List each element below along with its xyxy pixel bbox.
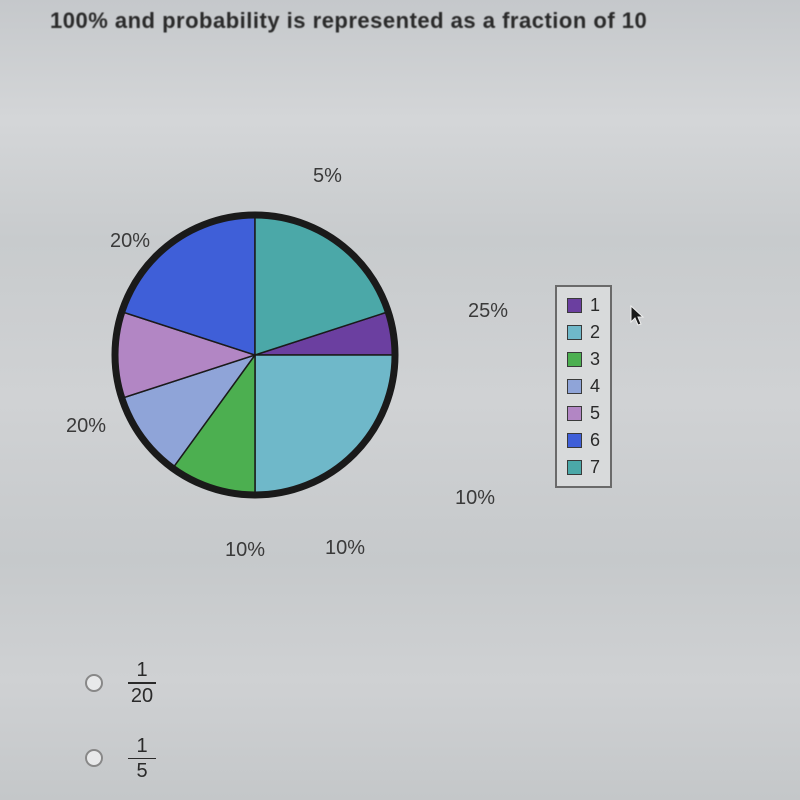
legend-label-1: 1: [590, 295, 600, 316]
fraction-numerator-1: 1: [136, 660, 147, 680]
legend-swatch-7: [567, 460, 582, 475]
legend-swatch-6: [567, 433, 582, 448]
fraction-2: 15: [128, 736, 156, 782]
slice-label-1: 5%: [313, 165, 342, 188]
legend-label-3: 3: [590, 349, 600, 370]
legend-label-7: 7: [590, 457, 600, 478]
fraction-bar-2: [128, 758, 156, 760]
chart-area: 5% 25% 10% 10% 10% 20% 20%: [50, 125, 530, 605]
answer-option-1[interactable]: 120: [85, 660, 156, 706]
legend-item-2: 2: [567, 322, 600, 343]
slice-label-7: 20%: [110, 230, 150, 253]
fraction-bar-1: [128, 682, 156, 684]
legend-item-3: 3: [567, 349, 600, 370]
legend-label-5: 5: [590, 403, 600, 424]
legend-swatch-1: [567, 298, 582, 313]
slice-label-5: 10%: [225, 539, 265, 562]
radio-1[interactable]: [85, 674, 103, 692]
slice-label-2: 25%: [468, 300, 508, 323]
legend-item-7: 7: [567, 457, 600, 478]
legend-swatch-2: [567, 325, 582, 340]
answer-options: 12015: [85, 660, 156, 781]
legend-swatch-3: [567, 352, 582, 367]
fraction-denominator-2: 5: [136, 761, 147, 781]
legend: 1 2 3 4 5 6 7: [555, 285, 612, 488]
slice-label-6: 20%: [66, 415, 106, 438]
slice-label-3: 10%: [455, 487, 495, 510]
fraction-denominator-1: 20: [131, 686, 153, 706]
radio-2[interactable]: [85, 749, 103, 767]
legend-swatch-5: [567, 406, 582, 421]
slice-label-4: 10%: [325, 537, 365, 560]
legend-item-1: 1: [567, 295, 600, 316]
legend-swatch-4: [567, 379, 582, 394]
cursor-icon: [629, 305, 645, 327]
legend-label-6: 6: [590, 430, 600, 451]
legend-item-6: 6: [567, 430, 600, 451]
legend-label-4: 4: [590, 376, 600, 397]
answer-option-2[interactable]: 15: [85, 736, 156, 782]
legend-item-4: 4: [567, 376, 600, 397]
fraction-numerator-2: 1: [136, 736, 147, 756]
header-text: 100% and probability is represented as a…: [50, 8, 647, 34]
legend-label-2: 2: [590, 322, 600, 343]
legend-item-5: 5: [567, 403, 600, 424]
fraction-1: 120: [128, 660, 156, 706]
